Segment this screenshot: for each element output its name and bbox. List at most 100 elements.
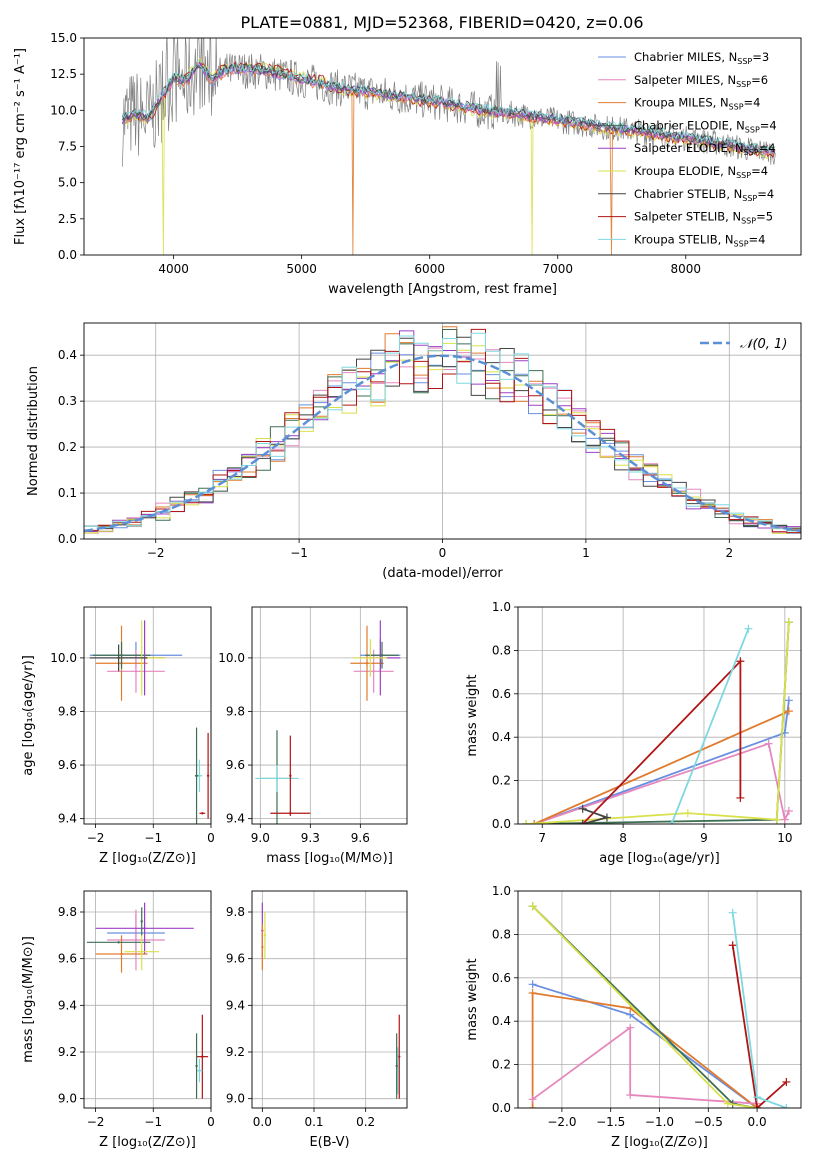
data-point [198,1069,201,1072]
y-tick-label: 9.4 [226,812,245,826]
y-tick-label: 0.0 [58,248,77,262]
x-axis-label: mass [log₁₀(M/M⊙)] [266,851,393,866]
x-tick-label: 6000 [414,262,445,276]
weight-marker [764,739,773,748]
weight-line-salpeter_miles [533,742,790,824]
weight-marker [784,707,793,716]
x-tick-label: 0 [439,546,447,560]
weight-marker [744,624,753,633]
data-point [275,777,279,780]
weight-marker [784,696,793,705]
x-tick-label: 5000 [286,262,317,276]
legend-label: Salpeter ELODIE, NSSP=4 [634,141,776,157]
weight-marker [602,813,611,822]
x-tick-label: −1.5 [596,1115,625,1129]
y-tick-label: 9.4 [58,998,77,1012]
weight-line-chabrier_elodie [531,905,758,1108]
x-axis-label: Z [log₁₀(Z/Z⊙)] [611,1135,708,1150]
x-tick-label: 8 [619,831,627,845]
axes-frame [83,606,212,825]
x-tick-label: 2 [725,546,733,560]
panel-age-vs-mass: 9.0 9.3 9.6 9.4 9.6 9.8 10.0 mass [log₁₀(M/M⊙)] [218,606,408,866]
x-tick-label: −1 [290,546,308,560]
data-point [140,950,143,953]
panel-mass-vs-ebv: 0.0 0.1 0.2 9.0 9.2 9.4 9.6 9.8 E(B-V) [226,890,408,1150]
plot-area [255,620,401,824]
weight-marker [736,657,745,666]
plot-area [121,38,776,255]
y-tick-label: 1.0 [492,884,511,898]
x-tick-label: 1 [582,546,590,560]
weight-line-salpeter_miles [532,1025,758,1105]
panel-residuals: −2 −1 0 1 2 0.0 0.1 0.2 0.3 0.4 (data-model)/error… [26,322,802,581]
data-point [117,941,120,944]
y-tick-label: 5.0 [58,176,77,190]
weight-marker [784,618,793,627]
data-point [365,662,369,665]
figure-title: PLATE=0881, MJD=52368, FIBERID=0420, z=0… [240,13,643,32]
y-tick-label: 9.0 [58,1092,77,1106]
weight-marker [626,1023,635,1032]
weight-marker [578,820,587,824]
y-tick-label: 9.4 [226,998,245,1012]
weight-marker [528,902,537,911]
data-point [289,774,292,777]
y-axis-label: Normed distribution [26,366,41,496]
x-tick-label: −2.0 [547,1115,576,1129]
weight-marker [723,1099,732,1108]
y-tick-label: 0.3 [58,394,77,408]
y-tick-label: 12.5 [50,67,77,81]
y-tick-label: 2.5 [58,212,77,226]
y-axis-label: mass weight [465,958,480,1040]
y-tick-label: 9.4 [58,812,77,826]
weight-line-kroupa_stelib [670,628,750,824]
data-point [263,934,267,937]
y-tick-label: 0.8 [492,643,511,657]
y-tick-label: 0.2 [58,440,77,454]
legend-label: Salpeter MILES, NSSP=6 [634,73,768,89]
hist-chabrier_stelib [84,336,801,531]
legend-label: Salpeter STELIB, NSSP=5 [634,210,773,226]
x-tick-label: −1 [144,1115,162,1129]
y-tick-label: 7.5 [58,140,77,154]
panel-mass-weight-vs-age: 7 8 9 10 0.0 0.2 0.4 0.6 0.8 1.0 age [log₁₀(age/yr… [465,600,802,866]
x-tick-label: 0.1 [304,1115,323,1129]
axes-frame [517,890,802,1109]
y-tick-label: 9.6 [58,758,77,772]
legend-label: Kroupa STELIB, NSSP=4 [634,232,765,248]
x-axis-label: E(B-V) [309,1135,349,1150]
y-tick-label: 10.0 [50,651,77,665]
weight-marker [728,941,737,950]
data-point [206,774,210,777]
x-tick-label: 0.0 [748,1115,767,1129]
x-tick-label: 0 [207,831,215,845]
legend-label: Kroupa MILES, NSSP=4 [634,96,760,112]
y-tick-label: 9.6 [226,952,245,966]
x-tick-label: 9.3 [301,831,320,845]
legend-label: 𝒩(0, 1) [740,337,787,352]
legend-label: Chabrier STELIB, NSSP=4 [634,187,774,203]
panel-mass-weight-vs-Z: −2.0 −1.5 −1.0 −0.5 0.0 0.0 0.2 0.4 0.6 0.8 1.0 Z [… [465,884,802,1150]
y-tick-label: 9.8 [226,704,245,718]
model-kroupa_stelib [121,59,776,154]
axes-frame [83,890,212,1109]
weight-marker [626,1090,635,1099]
x-tick-label: 0.0 [253,1115,272,1129]
x-tick-label: 9 [700,831,708,845]
y-tick-label: 9.2 [58,1045,77,1059]
plot-area [84,326,801,534]
weight-line-chabrier_elodie [526,622,790,824]
gaussian-curve [84,354,801,533]
weight-line-chabrier_miles [532,983,758,1108]
x-tick-label: 8000 [670,262,701,276]
model-kroupa_elodie [122,57,775,255]
y-tick-label: 0.4 [492,1014,511,1028]
plot-area [89,620,210,824]
y-tick-label: 0.0 [492,817,511,831]
axes-frame [251,606,408,825]
model-chabrier_stelib [122,63,776,153]
x-axis-label: Z [log₁₀(Z/Z⊙)] [99,1135,196,1150]
panel-spectrum: 4000 5000 6000 7000 8000 0.0 2.5 5.0 7.5 10.0 12.5… [13,31,802,297]
data-point [134,938,138,942]
